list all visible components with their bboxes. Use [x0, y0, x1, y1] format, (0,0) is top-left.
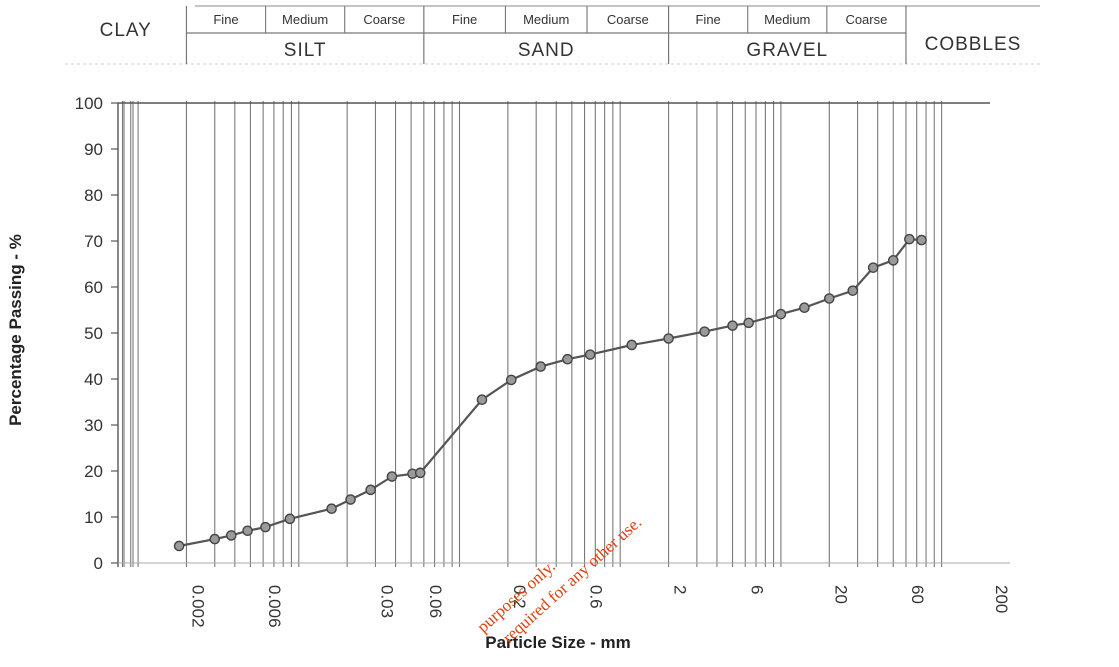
y-tick-label: 100 [75, 94, 103, 113]
data-point [847, 285, 859, 296]
data-point [626, 339, 638, 351]
y-tick-label: 50 [84, 324, 103, 343]
y-tick-label: 40 [84, 370, 103, 389]
data-point [535, 361, 546, 372]
x-tick-label: 60 [908, 585, 927, 604]
y-tick-label: 30 [84, 416, 103, 435]
series [173, 233, 927, 552]
header-sub-label: Coarse [845, 12, 887, 27]
x-tick-label: 0.03 [377, 585, 396, 618]
data-point [173, 540, 185, 552]
header-group-label: GRAVEL [746, 40, 828, 61]
y-tick-label: 0 [94, 554, 103, 573]
data-point [584, 349, 596, 360]
data-point [386, 471, 398, 482]
header-group-label: COBBLES [925, 34, 1022, 55]
data-point [225, 530, 237, 541]
header-sub-label: Coarse [363, 12, 405, 27]
data-point [916, 234, 927, 246]
data-point [867, 262, 879, 273]
axis-labels: Percentage Passing - % Particle Size - m… [6, 234, 631, 652]
x-tick-label: 6 [747, 585, 766, 594]
y-tick-label: 20 [84, 462, 103, 481]
data-point [242, 525, 253, 537]
data-point [663, 333, 674, 344]
header-sub-label: Coarse [607, 12, 649, 27]
header-sub-label: Medium [764, 12, 810, 27]
header-group-label: CLAY [100, 20, 152, 41]
data-point [775, 308, 787, 320]
data-point [284, 513, 296, 525]
axes: 0 10 20 30 40 50 60 70 80 90 100 0.002 0.006 0.03 0.06… [75, 94, 1011, 628]
header-group-label: SAND [518, 40, 575, 61]
header-sub-label: Fine [452, 12, 477, 27]
data-point [727, 320, 738, 331]
x-tick-label: 2 [671, 585, 690, 594]
data-point [345, 494, 356, 505]
x-tick-label: 0.06 [426, 585, 445, 618]
grid [121, 101, 943, 567]
data-point [476, 394, 488, 406]
x-tick-label: 0.2 [510, 585, 529, 609]
data-point [904, 233, 915, 245]
y-tick-label: 10 [84, 508, 103, 527]
x-tick-label: 0.006 [265, 585, 284, 628]
x-tick-label: 0.002 [188, 585, 207, 628]
x-tick-label: 20 [831, 585, 850, 604]
y-tick-label: 80 [84, 186, 103, 205]
data-point [260, 521, 271, 533]
data-point [365, 484, 376, 496]
header-sub-label: Fine [695, 12, 720, 27]
data-point [799, 302, 810, 314]
data-point [505, 374, 517, 386]
header-sub-label: Fine [213, 12, 238, 27]
y-tick-label: 60 [84, 278, 103, 297]
classification-header: CLAY Fine Medium Coarse SILT Fine Medium Coarse… [65, 5, 1040, 65]
watermark: purposes only. required for any other us… [473, 512, 645, 646]
data-point [209, 533, 221, 545]
header-group-label: SILT [284, 40, 327, 61]
header-sub-label: Medium [523, 12, 569, 27]
data-point [562, 353, 573, 365]
data-point [414, 467, 426, 479]
series-line [178, 238, 922, 548]
data-point [699, 326, 710, 337]
data-point [743, 317, 754, 329]
x-tick-label: 0.6 [587, 585, 606, 609]
data-point [823, 293, 835, 304]
data-point [326, 503, 337, 515]
data-point [887, 255, 899, 266]
y-tick-label: 90 [84, 140, 103, 159]
y-tick-label: 70 [84, 232, 103, 251]
header-sub-label: Medium [282, 12, 328, 27]
x-axis-label: Particle Size - mm [485, 633, 631, 652]
y-axis-label: Percentage Passing - % [6, 234, 25, 426]
x-tick-label: 200 [992, 585, 1011, 613]
